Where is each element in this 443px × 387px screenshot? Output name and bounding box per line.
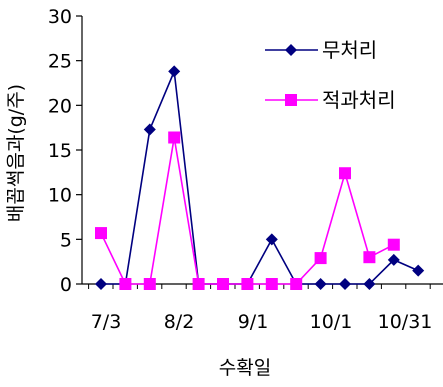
x-tick-label: 10/1 bbox=[310, 311, 353, 333]
series-layer bbox=[95, 65, 425, 290]
data-point bbox=[168, 65, 181, 78]
data-point bbox=[265, 233, 278, 246]
data-point bbox=[363, 251, 376, 264]
data-point bbox=[143, 123, 156, 136]
data-point bbox=[168, 131, 181, 144]
data-point bbox=[387, 238, 400, 251]
legend-label: 무처리 bbox=[322, 38, 377, 62]
x-tick-label: 8/2 bbox=[164, 311, 195, 333]
y-axis-ticks: 0 5 10 15 20 25 30 bbox=[48, 6, 82, 296]
y-tick-label: 5 bbox=[60, 229, 72, 251]
data-point bbox=[192, 278, 205, 290]
data-point bbox=[339, 278, 351, 290]
y-tick-label: 20 bbox=[48, 95, 72, 117]
y-axis-title: 배꼽썩음과(g/주) bbox=[5, 84, 27, 222]
data-point bbox=[314, 278, 327, 290]
data-point bbox=[217, 278, 229, 290]
x-tick-label: 10/31 bbox=[378, 311, 433, 333]
data-point bbox=[387, 253, 400, 266]
x-axis-ticks: 7/3 8/2 9/1 10/1 10/31 bbox=[88, 284, 433, 333]
x-axis-title: 수확일 bbox=[219, 357, 271, 379]
legend-label: 적과처리 bbox=[322, 88, 396, 112]
data-point bbox=[314, 252, 327, 265]
data-point bbox=[363, 278, 376, 290]
legend-entry: 적과처리 bbox=[265, 88, 396, 112]
data-point bbox=[412, 264, 425, 277]
data-point bbox=[143, 278, 156, 290]
data-point bbox=[290, 278, 303, 290]
y-tick-label: 15 bbox=[48, 140, 72, 162]
x-tick-label: 7/3 bbox=[91, 311, 122, 333]
y-tick-label: 30 bbox=[48, 6, 72, 28]
data-point bbox=[95, 227, 107, 240]
data-point bbox=[95, 278, 107, 290]
data-point bbox=[265, 278, 278, 290]
data-point bbox=[241, 278, 254, 290]
x-tick-label: 9/1 bbox=[238, 311, 269, 333]
data-point bbox=[119, 278, 132, 290]
y-tick-label: 0 bbox=[60, 274, 72, 296]
legend-marker bbox=[285, 44, 297, 56]
series-2 bbox=[95, 131, 400, 290]
y-tick-label: 10 bbox=[48, 185, 72, 207]
data-point bbox=[339, 167, 351, 180]
legend-marker bbox=[285, 94, 297, 106]
y-tick-label: 25 bbox=[48, 51, 72, 73]
legend-entry: 무처리 bbox=[265, 38, 377, 62]
